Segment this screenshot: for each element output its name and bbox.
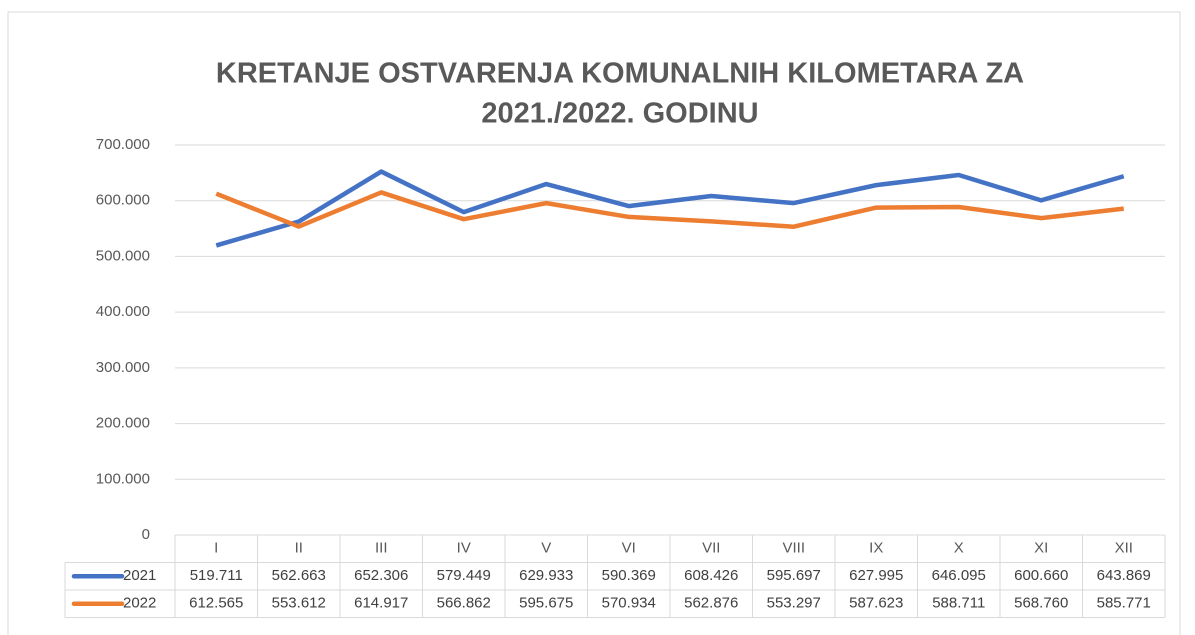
x-tick-label: XII — [1115, 540, 1133, 557]
table-value: 629.933 — [519, 567, 573, 584]
x-tick-label: X — [954, 540, 964, 557]
x-tick-label: II — [295, 540, 303, 557]
y-tick-label: 200.000 — [96, 415, 150, 432]
chart-title: KRETANJE OSTVARENJA KOMUNALNIH KILOMETAR… — [216, 58, 1024, 90]
chart-frame — [7, 11, 1181, 635]
table-value: 562.663 — [272, 567, 326, 584]
chart-title: 2021./2022. GODINU — [481, 98, 758, 130]
table-value: 612.565 — [189, 595, 243, 612]
y-tick-label: 0 — [142, 526, 150, 543]
table-value: 590.369 — [602, 567, 656, 584]
table-value: 588.711 — [932, 595, 985, 612]
table-value: 627.995 — [849, 567, 903, 584]
x-tick-label: VIII — [782, 540, 805, 557]
y-tick-label: 600.000 — [96, 192, 150, 209]
legend-label: 2022 — [123, 595, 156, 612]
table-value: 595.697 — [767, 567, 821, 584]
table-value: 570.934 — [602, 595, 656, 612]
table-value: 566.862 — [437, 595, 491, 612]
x-tick-label: I — [214, 540, 218, 557]
x-tick-label: VII — [702, 540, 720, 557]
x-tick-label: VI — [622, 540, 636, 557]
table-value: 562.876 — [684, 595, 738, 612]
table-value: 553.297 — [767, 595, 821, 612]
table-value: 646.095 — [932, 567, 986, 584]
table-value: 643.869 — [1097, 567, 1151, 584]
table-value: 587.623 — [849, 595, 903, 612]
x-tick-label: III — [375, 540, 388, 557]
table-value: 600.660 — [1014, 567, 1068, 584]
y-tick-label: 700.000 — [96, 136, 150, 153]
line-series — [215, 190, 1125, 229]
table-value: 579.449 — [437, 567, 491, 584]
table-value: 519.711 — [190, 567, 243, 584]
y-tick-label: 500.000 — [96, 247, 150, 264]
table-value: 553.612 — [272, 595, 326, 612]
table-value: 614.917 — [354, 595, 408, 612]
table-value: 652.306 — [354, 567, 408, 584]
x-tick-label: XI — [1034, 540, 1048, 557]
y-tick-label: 100.000 — [96, 470, 150, 487]
y-tick-label: 400.000 — [96, 303, 150, 320]
table-value: 585.771 — [1097, 595, 1151, 612]
x-tick-label: IV — [457, 540, 471, 557]
table-value: 608.426 — [684, 567, 738, 584]
x-tick-label: IX — [869, 540, 883, 557]
line-series — [215, 169, 1125, 248]
x-tick-label: V — [541, 540, 551, 557]
table-value: 595.675 — [519, 595, 573, 612]
table-value: 568.760 — [1014, 595, 1068, 612]
y-tick-label: 300.000 — [96, 359, 150, 376]
legend-label: 2021 — [123, 567, 156, 584]
